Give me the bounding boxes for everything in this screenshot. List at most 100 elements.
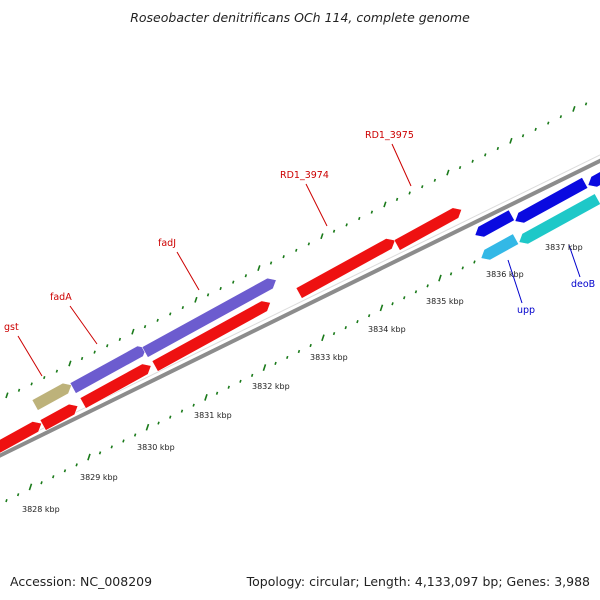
inner-minor-tick [356,320,359,324]
outer-minor-tick [232,280,235,284]
gene-feature [151,300,271,372]
inner-major-tick [379,304,384,312]
genome-summary-text: Topology: circular; Length: 4,133,097 bp… [246,574,590,589]
outer-minor-tick [55,369,59,373]
gene-label-rd1-3975: RD1_3975 [365,130,414,141]
inner-minor-tick [215,391,219,395]
outer-minor-tick [534,127,537,132]
outer-minor-tick [219,286,222,291]
outer-minor-tick [408,191,411,195]
outer-minor-tick [345,223,348,227]
gene-label-fada: fadA [50,292,72,303]
callout-line-gst [17,335,43,377]
scale-tick-label: 3831 kbp [194,411,232,420]
outer-minor-tick [332,229,336,233]
outer-minor-tick [169,312,172,316]
scale-tick-label: 3835 kbp [426,297,464,306]
gene-feature [0,421,43,454]
outer-major-tick [320,233,324,240]
outer-minor-tick [269,261,273,265]
outer-minor-tick [295,248,298,252]
outer-minor-tick [395,197,399,201]
gene-feature [39,403,79,431]
inner-minor-tick [40,481,43,485]
outer-minor-tick [547,121,550,125]
inner-minor-tick [391,302,394,306]
outer-minor-tick [181,305,185,310]
inner-minor-tick [309,343,312,348]
gene-feature [587,171,600,188]
inner-major-tick [87,453,91,461]
outer-major-tick [383,201,387,208]
scale-tick-label: 3837 kbp [545,243,583,252]
outer-minor-tick [484,153,487,157]
callout-line-fada [69,305,98,345]
outer-major-tick [5,392,9,399]
inner-major-tick [28,483,33,491]
inner-minor-tick [239,379,242,383]
inner-minor-tick [122,439,125,443]
outer-minor-tick [106,344,109,348]
inner-minor-tick [5,499,8,503]
inner-minor-tick [98,451,102,455]
outer-minor-tick [43,375,46,380]
gene-rd1-3975 [393,207,463,251]
inner-minor-tick [403,296,406,300]
outer-minor-tick [80,356,84,361]
inner-minor-tick [75,463,78,467]
outer-major-tick [257,265,261,271]
outer-minor-tick [118,337,122,341]
outer-tick-ring [5,102,588,399]
inner-minor-tick [63,469,67,473]
inner-minor-tick [133,433,137,437]
inner-major-tick [262,364,267,371]
inner-minor-tick [332,331,336,336]
inner-minor-tick [426,284,429,288]
gene-label-fadj: fadJ [158,238,176,249]
scale-tick-label: 3830 kbp [137,443,175,452]
inner-minor-tick [110,445,113,449]
inner-minor-tick [16,493,20,497]
outer-minor-tick [244,274,248,278]
outer-major-tick [194,296,198,303]
gene-label-gst: gst [4,322,19,333]
outer-minor-tick [584,102,588,106]
outer-major-tick [68,360,72,367]
inner-minor-tick [169,415,172,419]
outer-minor-tick [282,255,285,259]
outer-minor-tick [496,146,500,151]
gene-feature [474,209,516,238]
gene-gst [31,382,73,411]
scale-tick-label: 3828 kbp [22,505,60,514]
callout-line-rd1-3975 [391,143,412,187]
scale-tick-label: 3834 kbp [368,325,406,334]
backbone-track [0,154,600,458]
backbone-highlight [0,154,600,451]
gene-feature [514,176,589,224]
gene-upp [480,233,520,261]
inner-minor-tick [227,385,230,389]
outer-minor-tick [17,388,21,392]
genome-title: Roseobacter denitrificans OCh 114, compl… [130,10,470,25]
outer-minor-tick [156,318,159,322]
gene-label-deob: deoB [571,279,595,290]
gene-track [0,171,600,454]
inner-minor-tick [180,409,184,413]
inner-major-tick [438,274,442,282]
outer-major-tick [131,328,135,335]
callout-line-rd1-3974 [305,183,328,227]
outer-minor-tick [358,216,361,221]
outer-minor-tick [206,293,210,297]
inner-tick-ring [5,260,476,503]
gene-deob [518,193,600,245]
outer-minor-tick [559,115,563,119]
outer-major-tick [509,137,513,144]
inner-minor-tick [286,355,289,360]
scale-tick-label: 3829 kbp [80,473,118,482]
gene-feature [79,363,152,409]
inner-minor-tick [52,475,55,479]
gene-fadj [141,277,277,358]
